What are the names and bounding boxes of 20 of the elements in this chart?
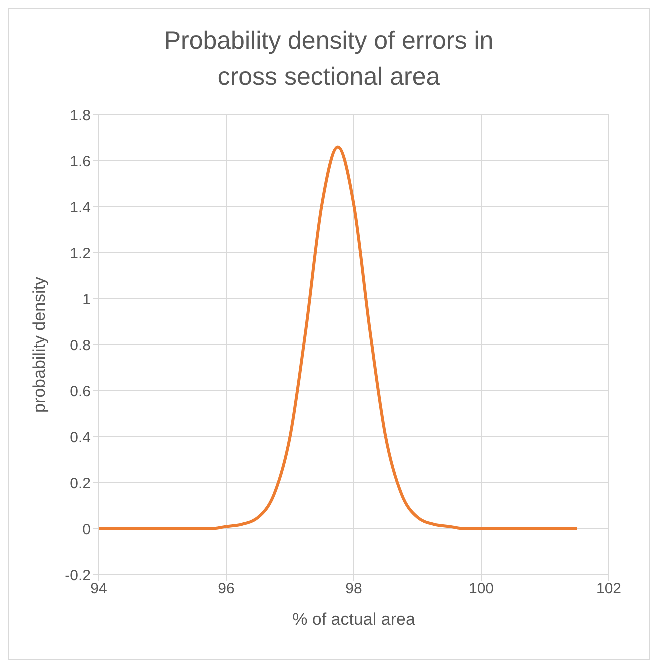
y-tick-label: 0.2	[70, 475, 91, 492]
y-tick-label: 1	[82, 291, 91, 308]
y-tick-label: 1.8	[70, 107, 91, 124]
y-tick-label: 0	[82, 521, 91, 538]
y-tick-label: 1.2	[70, 245, 91, 262]
y-tick-label: 0.6	[70, 383, 91, 400]
x-tick-label: 100	[468, 580, 494, 598]
y-tick-label: -0.2	[65, 567, 91, 584]
y-tick-label: 1.4	[70, 199, 91, 216]
chart-title: Probability density of errors in cross sectional area	[163, 26, 495, 93]
y-tick-label: 0.8	[70, 337, 91, 354]
x-tick-label: 96	[218, 580, 235, 598]
y-axis-title: probability density	[30, 276, 50, 414]
x-tick-label: 94	[90, 580, 108, 598]
x-tick-label: 98	[346, 580, 362, 598]
y-tick-label: 0.4	[70, 429, 91, 446]
y-tick-label: 1.6	[70, 153, 91, 170]
x-tick-label: 102	[596, 580, 622, 598]
x-axis-title: % of actual area	[292, 610, 416, 629]
line-series	[99, 146, 579, 530]
